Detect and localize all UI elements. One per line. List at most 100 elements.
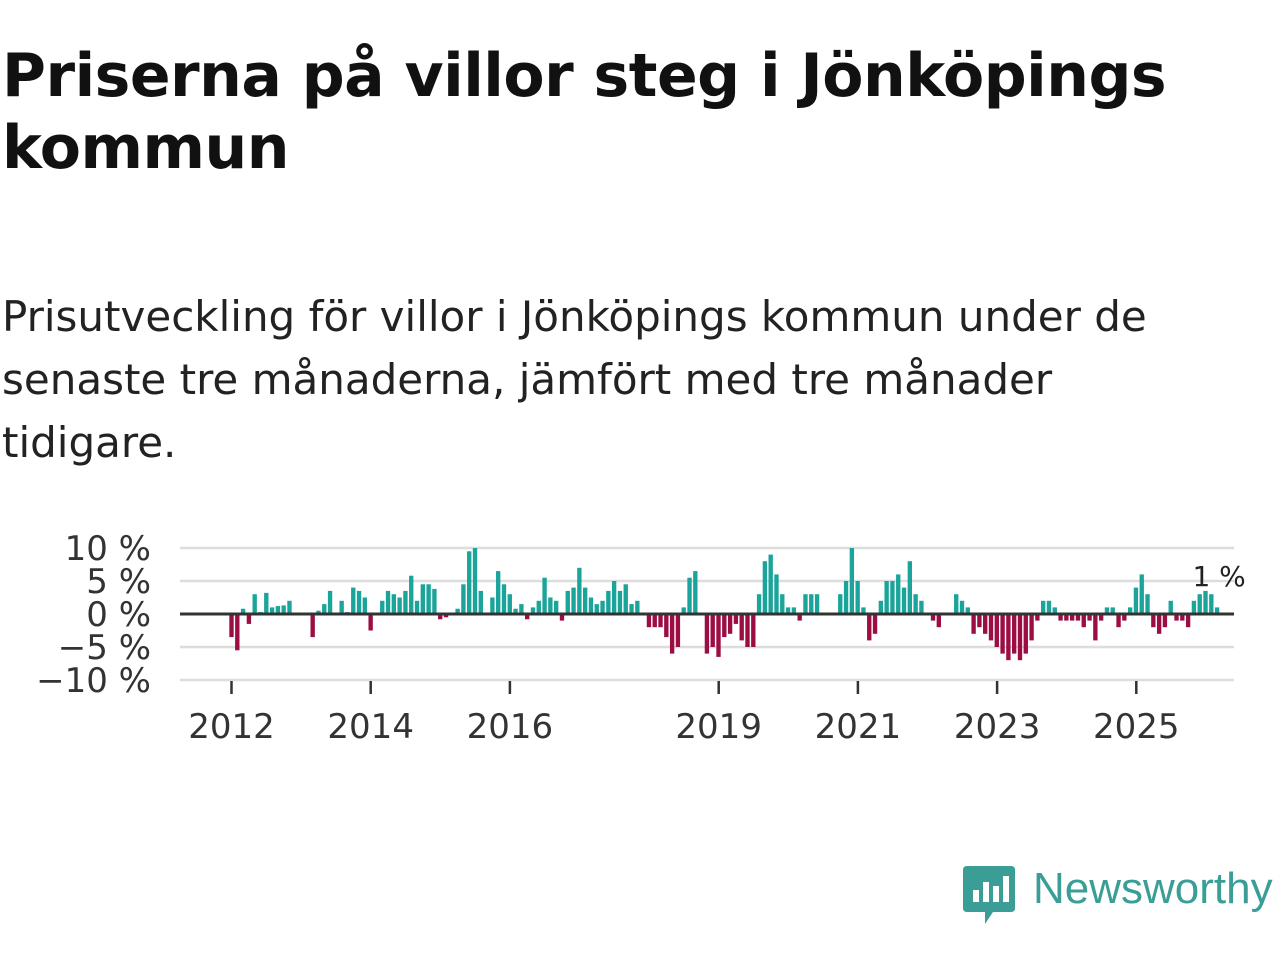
bar	[1098, 614, 1104, 621]
bar	[490, 597, 495, 614]
bar	[1075, 614, 1081, 621]
x-tick-label: 2025	[1093, 707, 1180, 747]
x-tick-label: 2014	[327, 707, 414, 747]
x-tick-label: 2016	[467, 707, 554, 747]
bar	[838, 594, 843, 614]
bar	[391, 594, 397, 614]
bar	[716, 614, 721, 657]
bar	[1156, 614, 1162, 634]
bar	[1035, 614, 1040, 621]
bar	[809, 594, 814, 614]
bar	[1023, 614, 1028, 654]
bar	[843, 581, 849, 614]
bar	[954, 594, 959, 614]
bar	[681, 607, 686, 614]
chart-title: Priserna på villor steg i Jönköpings kom…	[2, 41, 1167, 183]
bar	[971, 614, 976, 634]
bar	[1064, 614, 1069, 621]
bar	[913, 594, 918, 614]
bar	[1151, 614, 1156, 628]
bar	[629, 604, 634, 614]
bar	[455, 608, 460, 614]
bar	[907, 561, 912, 614]
y-tick-label: 0 %	[86, 595, 151, 635]
x-tick-label: 2023	[954, 707, 1041, 747]
bar	[896, 574, 901, 614]
bar	[1017, 614, 1023, 661]
bar	[525, 614, 530, 620]
bar	[432, 588, 437, 614]
bar	[229, 614, 234, 638]
price-change-bar-chart: 10 %5 %0 %−5 %−10 % 2012 2014 2016 2019 2021…	[36, 529, 1246, 747]
bar	[246, 614, 252, 624]
bar	[281, 605, 286, 614]
bar	[1029, 614, 1034, 641]
bar	[1203, 590, 1208, 614]
bar	[1000, 614, 1005, 654]
brand-name: Newsworthy	[1033, 864, 1273, 913]
bar	[264, 592, 269, 614]
bar	[745, 614, 750, 647]
bar	[959, 600, 965, 614]
newsworthy-logo-icon	[963, 866, 1015, 924]
bar	[878, 600, 884, 614]
bar	[774, 574, 779, 614]
bar	[803, 594, 808, 614]
bar	[496, 571, 501, 614]
bar	[704, 614, 710, 654]
bar	[380, 600, 385, 614]
bar	[339, 600, 344, 614]
bar	[901, 587, 907, 614]
bar	[994, 614, 999, 647]
bar	[559, 614, 565, 621]
bar	[1046, 600, 1052, 614]
bar	[426, 584, 431, 614]
bar	[1127, 607, 1133, 614]
bar	[646, 614, 652, 628]
bar	[443, 614, 449, 618]
bar	[235, 614, 240, 651]
bar	[890, 581, 895, 614]
bar	[1174, 614, 1179, 621]
bar	[611, 581, 617, 614]
bar	[791, 607, 797, 614]
bar	[1069, 614, 1075, 621]
bar	[310, 614, 315, 638]
y-tick-label: 5 %	[86, 562, 151, 602]
bar	[780, 594, 785, 614]
bar	[693, 571, 698, 614]
bar	[577, 567, 582, 614]
bar	[977, 614, 982, 628]
y-tick-label: 10 %	[65, 529, 151, 569]
bar	[785, 607, 791, 614]
bar	[530, 607, 536, 614]
bar	[322, 604, 327, 614]
bar	[507, 594, 512, 614]
bar	[403, 590, 408, 614]
bar	[600, 600, 605, 614]
bar	[861, 607, 866, 614]
bar	[768, 554, 773, 614]
bar	[814, 594, 820, 614]
bar	[867, 614, 872, 641]
bar	[582, 587, 588, 614]
bar	[872, 614, 878, 634]
bar	[1139, 574, 1144, 614]
bar	[420, 584, 425, 614]
bar	[1162, 614, 1168, 628]
bar	[275, 606, 281, 614]
bar	[1081, 614, 1086, 628]
bar	[1087, 614, 1092, 621]
bar	[316, 610, 321, 614]
bar	[571, 587, 576, 614]
bar	[385, 590, 391, 614]
bar	[287, 600, 292, 614]
bar	[1058, 614, 1063, 621]
bar	[988, 614, 994, 641]
bar	[855, 581, 860, 614]
bar	[414, 600, 420, 614]
bar	[1052, 607, 1057, 614]
bar	[1197, 594, 1202, 614]
bar	[240, 608, 246, 614]
bar	[513, 608, 518, 614]
